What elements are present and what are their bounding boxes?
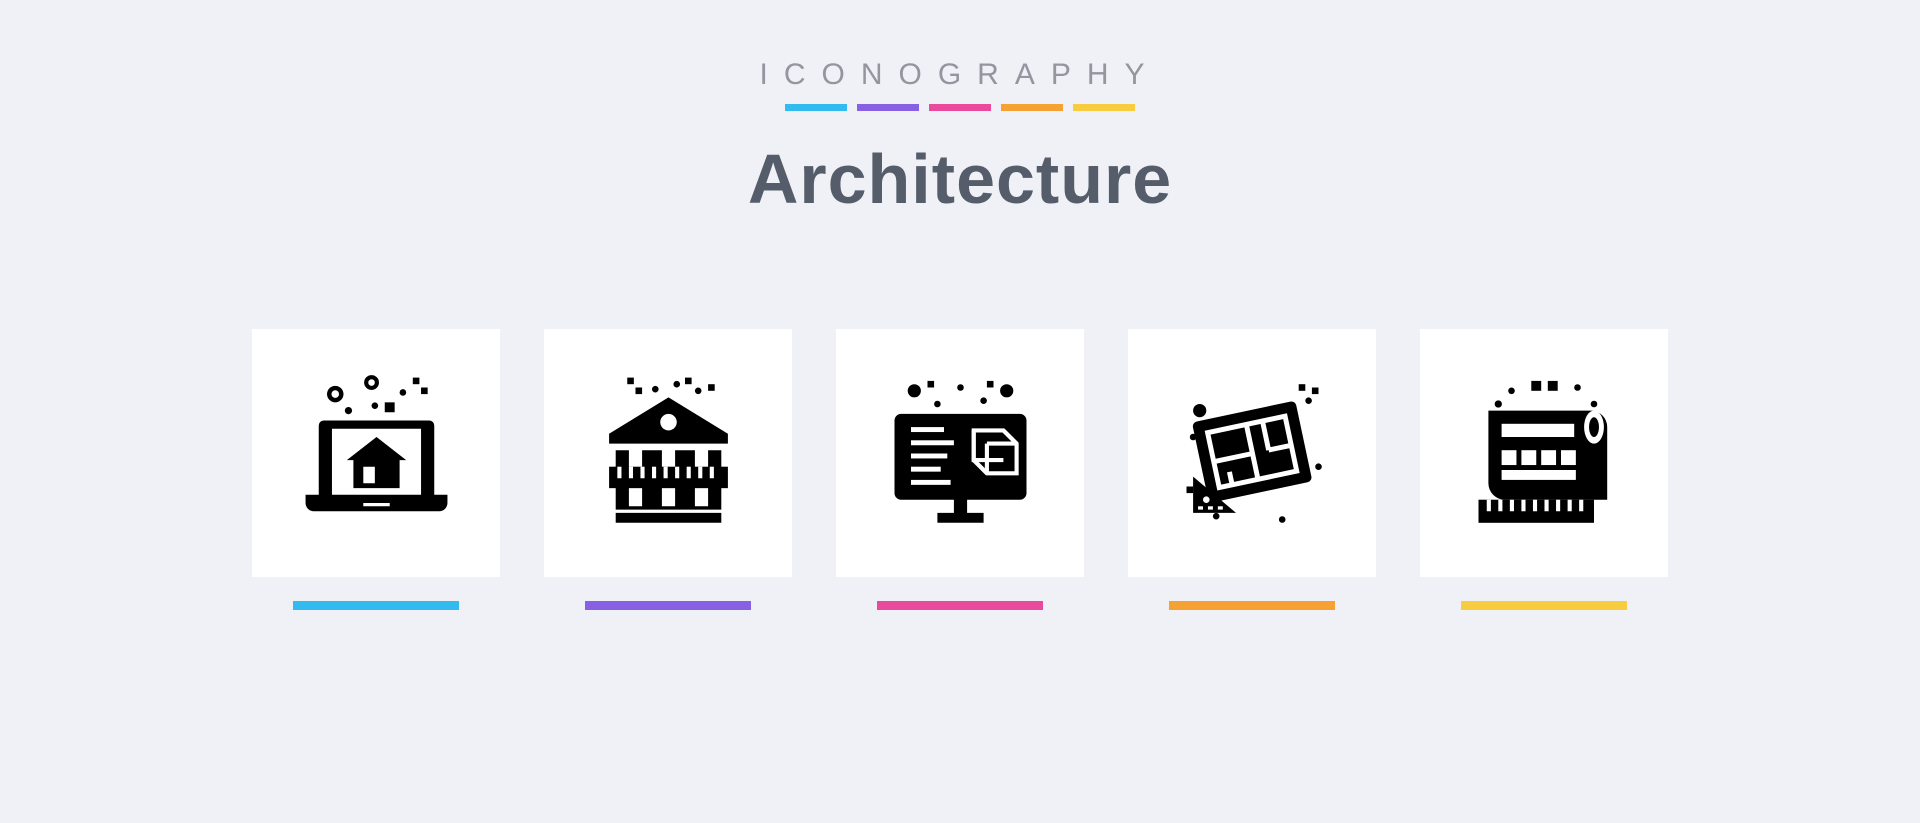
accent-swatch-4 xyxy=(1001,104,1063,111)
accent-swatch-5 xyxy=(1073,104,1135,111)
icon-box xyxy=(836,329,1084,577)
icon-card-building-ruler: Building Ruler xyxy=(544,329,792,610)
drawing-grid-icon xyxy=(1462,371,1627,536)
header: ICONOGRAPHY Architecture xyxy=(748,58,1172,219)
icon-box xyxy=(1128,329,1376,577)
icon-underline xyxy=(293,601,459,610)
accent-swatch-3 xyxy=(929,104,991,111)
icon-card-blueprint: Blueprint Plan xyxy=(1128,329,1376,610)
icon-underline xyxy=(877,601,1043,610)
icon-card-laptop-house: Laptop House xyxy=(252,329,500,610)
icon-underline xyxy=(1169,601,1335,610)
icon-box xyxy=(1420,329,1668,577)
icon-card-monitor-cube: 3D Monitor xyxy=(836,329,1084,610)
page-title: Architecture xyxy=(748,139,1172,219)
icon-card-drawing-grid: Drawing Grid xyxy=(1420,329,1668,610)
icon-row: Laptop House xyxy=(252,329,1668,610)
brand-wordmark: ICONOGRAPHY xyxy=(759,58,1160,92)
laptop-house-icon xyxy=(294,371,459,536)
icon-box xyxy=(252,329,500,577)
icon-box xyxy=(544,329,792,577)
monitor-cube-icon xyxy=(878,371,1043,536)
blueprint-plan-icon xyxy=(1170,371,1335,536)
building-ruler-icon xyxy=(586,371,751,536)
accent-swatch-1 xyxy=(785,104,847,111)
icon-underline xyxy=(1461,601,1627,610)
icon-underline xyxy=(585,601,751,610)
accent-strip xyxy=(785,104,1135,111)
accent-swatch-2 xyxy=(857,104,919,111)
